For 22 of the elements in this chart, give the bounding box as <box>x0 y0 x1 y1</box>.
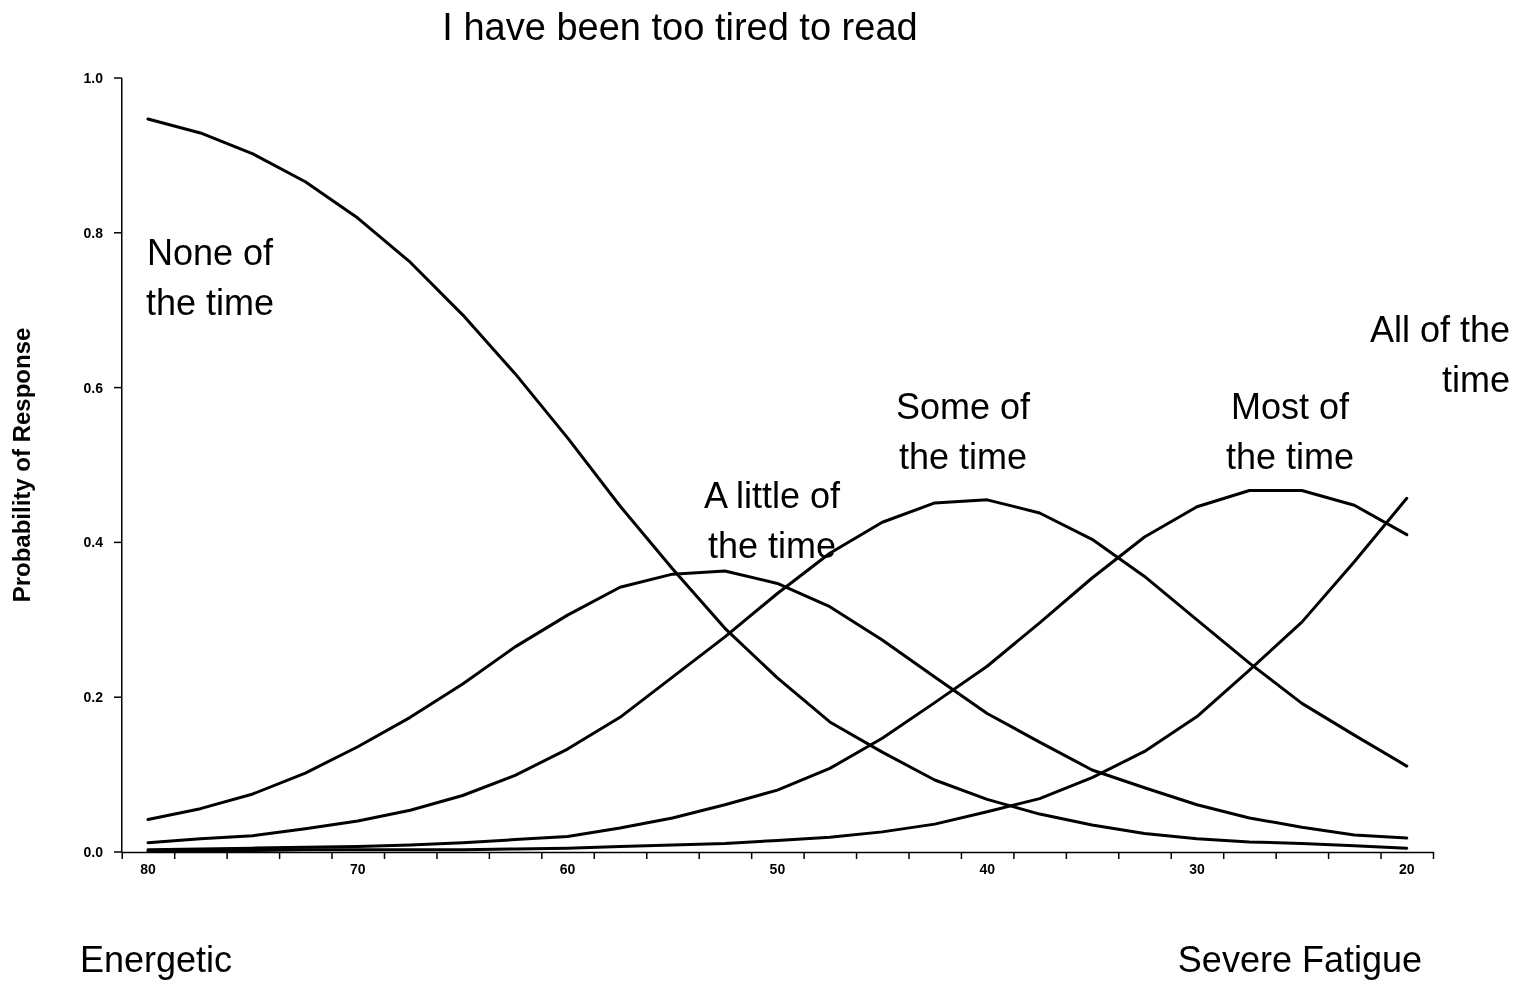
text: Severe Fatigue <box>1177 939 1422 980</box>
x-tick-label: 80 <box>140 860 156 877</box>
y-tick-label: 0.4 <box>83 534 104 551</box>
y-axis-title: Probability of Response <box>8 327 35 603</box>
y-tick-label: 0.2 <box>83 689 104 706</box>
text: All of the time <box>1369 309 1510 400</box>
series-label: Most of the time <box>1225 386 1355 477</box>
chart-title: I have been too tired to read <box>442 6 918 48</box>
y-tick-label: 0.0 <box>83 844 104 860</box>
series-label: None of the time <box>145 232 275 323</box>
x-tick-label: 60 <box>559 860 576 877</box>
text: Energetic <box>80 939 233 980</box>
x-tick-label: 50 <box>769 860 786 877</box>
x-tick-label: 30 <box>1189 860 1205 877</box>
x-tick-label: 20 <box>1398 860 1415 877</box>
x-tick-label: 40 <box>979 860 996 877</box>
y-tick-label: 0.8 <box>83 224 104 241</box>
series-label: Some of the time <box>895 386 1032 477</box>
y-tick-label: 0.6 <box>83 379 104 396</box>
x-tick-label: 70 <box>349 860 366 877</box>
y-tick-label: 1.0 <box>83 70 104 86</box>
series-label: A little of the time <box>703 475 842 566</box>
